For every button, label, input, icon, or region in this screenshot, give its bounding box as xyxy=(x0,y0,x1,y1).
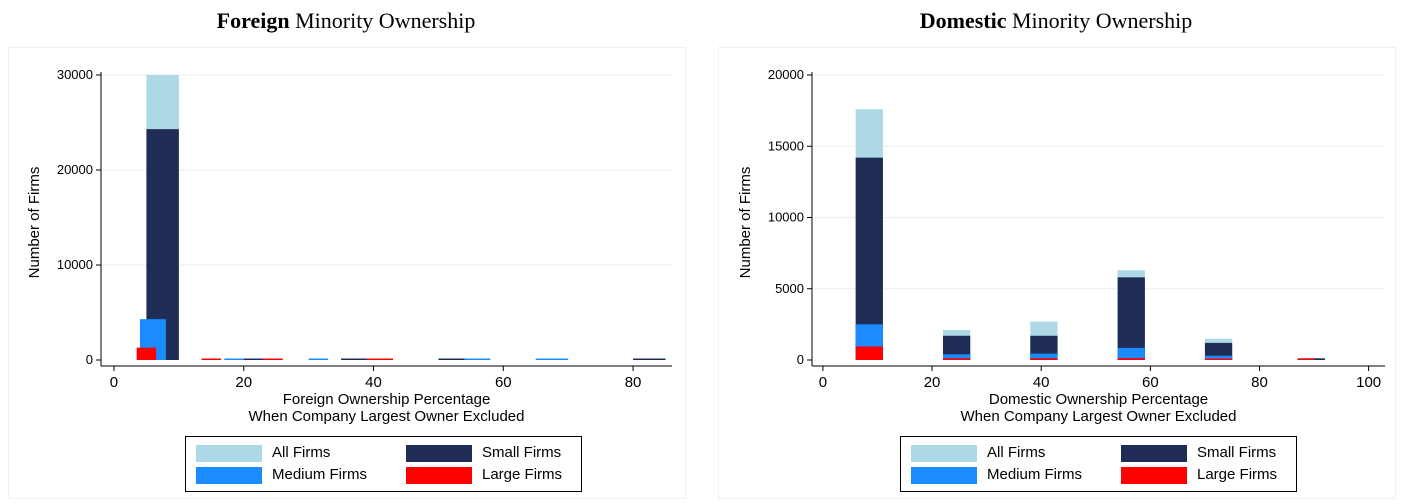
right-legend-label-medium: Medium Firms xyxy=(987,466,1083,483)
right-ylabel: Number of Firms xyxy=(737,167,754,279)
left-panel-frame xyxy=(8,47,686,499)
right-legend-label-large: Large Firms xyxy=(1197,466,1278,483)
left-ylabel: Number of Firms xyxy=(26,167,43,279)
right-legend-label-small: Small Firms xyxy=(1197,444,1277,461)
left-xtick-label: 20 xyxy=(235,374,252,391)
left-bar-large-firms xyxy=(367,358,393,360)
right-bar-small-firms xyxy=(1117,277,1145,360)
right-bar-medium-firms xyxy=(1204,355,1233,360)
left-bar-large-firms xyxy=(136,347,157,360)
left-legend-swatch-small xyxy=(406,445,472,462)
left-legend-swatch-all xyxy=(196,445,262,462)
left-xtick-label: 80 xyxy=(625,374,642,391)
left-ytick-label: 10000 xyxy=(57,257,93,272)
right-bar-medium-firms xyxy=(1117,347,1145,360)
right-ytick-label: 5000 xyxy=(775,281,804,296)
left-title-bold: Foreign xyxy=(216,8,290,33)
right-xlabel-line1: Domestic Ownership Percentage xyxy=(989,391,1208,408)
right-bar-large-firms xyxy=(1117,358,1145,360)
left-legend-label-all: All Firms xyxy=(272,444,331,461)
right-xtick-label: 0 xyxy=(819,374,827,391)
left-xtick-label: 40 xyxy=(365,374,382,391)
left-bar-small-firms xyxy=(438,358,471,360)
right-ytick-label: 20000 xyxy=(768,67,804,82)
right-xtick-label: 80 xyxy=(1251,374,1268,391)
left-legend: All Firms Small Firms Medium Firms Large… xyxy=(185,436,582,492)
right-chart-title: Domestic Minority Ownership xyxy=(718,8,1394,34)
left-xtick-label: 60 xyxy=(495,374,512,391)
right-xtick-label: 100 xyxy=(1356,374,1381,391)
right-bar-medium-firms xyxy=(942,354,971,360)
right-legend: All Firms Small Firms Medium Firms Large… xyxy=(900,436,1297,492)
left-xtick-label: 0 xyxy=(110,374,118,391)
right-xtick-label: 60 xyxy=(1142,374,1159,391)
left-chart-title: Foreign Minority Ownership xyxy=(8,8,684,34)
right-legend-swatch-small xyxy=(1121,445,1187,462)
left-bar-medium-firms xyxy=(308,358,329,360)
left-bar-medium-firms xyxy=(464,358,491,360)
right-ytick-label: 10000 xyxy=(768,210,804,225)
right-bar-large-firms xyxy=(855,346,883,360)
right-xtick-label: 20 xyxy=(924,374,941,391)
left-bar-small-firms xyxy=(243,358,277,360)
right-bar-medium-firms xyxy=(1030,353,1058,360)
left-legend-swatch-medium xyxy=(196,467,262,484)
left-legend-label-large: Large Firms xyxy=(482,466,563,483)
left-bar-large-firms xyxy=(263,358,283,360)
right-bar-large-firms xyxy=(1204,358,1233,360)
right-bar-large-firms xyxy=(942,358,971,360)
left-xlabel-line2: When Company Largest Owner Excluded xyxy=(249,408,525,425)
right-xlabel-line2: When Company Largest Owner Excluded xyxy=(961,408,1237,425)
right-title-rest: Minority Ownership xyxy=(1006,8,1193,33)
right-xtick-label: 40 xyxy=(1033,374,1050,391)
left-ytick-label: 0 xyxy=(86,352,93,367)
left-bar-medium-firms xyxy=(224,358,244,360)
right-title-bold: Domestic xyxy=(919,8,1007,33)
left-xlabel-line1: Foreign Ownership Percentage xyxy=(283,391,491,408)
right-bar-large-firms xyxy=(1297,358,1315,360)
right-legend-swatch-large xyxy=(1121,467,1187,484)
right-bar-large-firms xyxy=(1030,358,1058,360)
left-bar-large-firms xyxy=(201,358,222,360)
left-ytick-label: 20000 xyxy=(57,162,93,177)
left-bar-small-firms xyxy=(633,358,666,360)
left-bar-medium-firms xyxy=(535,358,569,360)
left-legend-label-small: Small Firms xyxy=(482,444,562,461)
left-legend-label-medium: Medium Firms xyxy=(272,466,368,483)
right-ytick-label: 0 xyxy=(797,352,804,367)
right-legend-label-all: All Firms xyxy=(987,444,1046,461)
left-title-rest: Minority Ownership xyxy=(289,8,476,33)
right-ytick-label: 15000 xyxy=(768,138,804,153)
right-legend-swatch-all xyxy=(911,445,977,462)
left-ytick-label: 30000 xyxy=(57,67,93,82)
right-legend-swatch-medium xyxy=(911,467,977,484)
left-legend-swatch-large xyxy=(406,467,472,484)
left-bar-small-firms xyxy=(341,358,374,360)
right-panel-frame xyxy=(718,47,1396,499)
